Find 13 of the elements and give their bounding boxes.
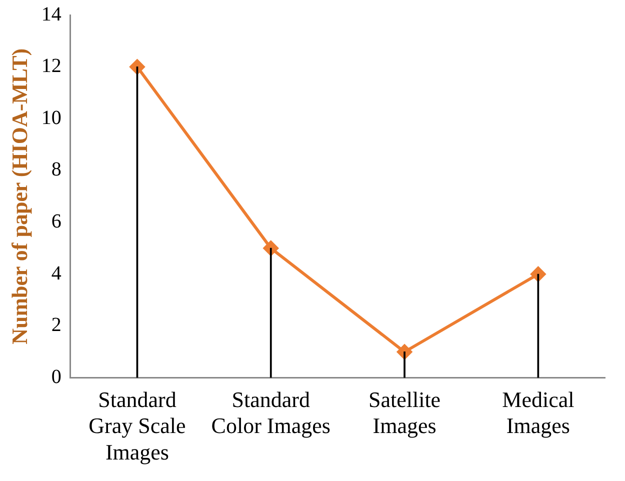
- y-tick-label: 2: [51, 314, 62, 336]
- y-tick-label: 6: [51, 210, 62, 233]
- x-tick-label: Medical Images: [502, 386, 574, 438]
- y-tick-label: 8: [51, 158, 62, 181]
- y-axis-title: Number of paper (HIOA-MLT): [6, 48, 32, 344]
- y-tick-label: 4: [51, 262, 62, 284]
- x-tick-label: Satellite Images: [368, 386, 441, 438]
- y-tick-label: 14: [41, 3, 62, 26]
- y-tick-label: 10: [41, 106, 62, 129]
- x-tick-label: Standard Color Images: [211, 386, 330, 438]
- y-tick-label: 0: [51, 366, 62, 388]
- y-tick-label: 12: [41, 55, 62, 78]
- x-tick-label: Standard Gray Scale Images: [88, 386, 186, 465]
